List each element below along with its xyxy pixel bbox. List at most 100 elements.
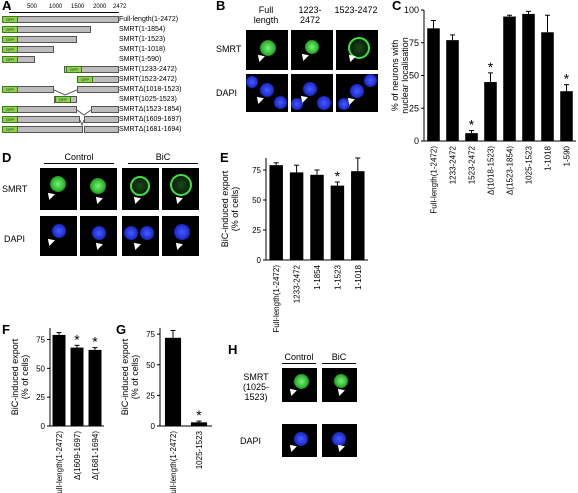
bar: [484, 82, 497, 141]
category-label: 1025-1523: [525, 145, 534, 184]
gfp-tag: GFP: [66, 66, 82, 73]
category-label: Δ(1609-1697): [73, 431, 82, 480]
construct-label: SMRT(1-590): [119, 56, 162, 63]
construct-label: SMRTΔ(1609-1697): [119, 116, 182, 123]
bar: [351, 171, 365, 260]
column-underline: [282, 363, 316, 364]
bar: [52, 334, 66, 426]
category-label: Δ(1523-1854): [506, 146, 515, 195]
category-label: 1-1018: [354, 264, 363, 289]
micrograph: [336, 74, 378, 112]
category-label: Δ(1681-1694): [91, 431, 100, 480]
micrograph: [291, 30, 333, 70]
construct-label: SMRT(1-1523): [119, 36, 166, 43]
arrowhead-icon: [287, 386, 297, 396]
micrograph: [322, 368, 357, 402]
cell: [130, 176, 150, 196]
micrograph: [322, 424, 357, 457]
row-label: DAPI: [4, 234, 26, 244]
micrograph: [336, 30, 378, 70]
category-label: Full-length(1-2472): [169, 431, 178, 493]
chart-c: 0 25 50 75 100 % of neurons withnuclear local…: [390, 5, 576, 214]
scale-tick-1500: 1500: [71, 4, 85, 10]
y-tick-label: 75: [409, 38, 419, 48]
chart-f: 0 25 50 75 BiC-induced export(% of cells) Ful…: [10, 328, 104, 493]
panel-d-label: D: [2, 150, 12, 165]
significance-star: *: [469, 117, 475, 133]
bar: [522, 13, 535, 141]
gfp-tag: GFP: [2, 26, 18, 33]
construct-bar: [84, 116, 119, 123]
scale-tick-2000: 2000: [93, 4, 107, 10]
scale-tick-1: 1: [8, 4, 12, 10]
y-axis-label: BiC-induced export(% of cells): [120, 338, 140, 415]
y-tick-label: 0: [151, 422, 156, 431]
bar: [164, 337, 182, 426]
chart-g: 0 25 50 75 BiC-induced export(% of cells) Ful…: [120, 328, 212, 493]
column-label: BiC: [331, 352, 347, 362]
nucleus: [291, 98, 303, 110]
bar: [503, 16, 516, 141]
cell: [334, 374, 348, 388]
nucleus: [92, 226, 106, 240]
bar: [88, 349, 102, 426]
bar: [310, 174, 324, 260]
column-label: BiC: [155, 152, 171, 162]
deletion-gap: [77, 109, 91, 116]
y-tick-label: 75: [146, 330, 155, 339]
bar: [427, 28, 440, 142]
category-label: 1025-1523: [195, 430, 204, 469]
scale-tick-1000: 1000: [49, 4, 63, 10]
column-label: Control: [284, 352, 314, 362]
nucleus: [174, 224, 190, 240]
construct-bar: [77, 86, 119, 93]
column-label: Control: [64, 152, 94, 162]
construct-label: SMRT(1523-2472): [119, 76, 177, 83]
nucleus: [140, 226, 154, 240]
y-axis-label: BiC-induced export(% of cells): [10, 338, 30, 415]
nucleus: [332, 432, 346, 446]
micrograph: [291, 74, 333, 112]
chart-e: 0 25 50 75 BiC-induced export(% of cells) Ful…: [220, 157, 368, 333]
deletion-gap: [54, 89, 77, 96]
nucleus: [294, 432, 308, 446]
bar: [269, 165, 283, 260]
column-underline: [322, 363, 356, 364]
nucleus: [52, 224, 66, 238]
category-label: 1-1018: [544, 145, 553, 170]
y-axis-label-line: (% of cells): [20, 355, 30, 400]
deletion-gap: [80, 119, 84, 126]
nucleus: [350, 84, 364, 98]
y-axis-label-line: % of neurons with: [390, 40, 400, 112]
significance-star: *: [92, 334, 98, 350]
construct-bar: [84, 126, 119, 133]
micrograph: [80, 216, 117, 256]
nucleus: [317, 96, 331, 110]
construct-label: SMRTΔ(1018-1523): [119, 86, 182, 93]
y-axis-label-line: nuclear localisation: [400, 37, 410, 114]
y-axis-label-line: BiC-induced export: [10, 338, 20, 415]
micrograph: [162, 168, 199, 210]
panel-f-label: F: [2, 322, 10, 337]
panel-g-label: G: [116, 322, 127, 337]
nucleus: [303, 82, 317, 96]
y-tick-label: 75: [36, 336, 45, 345]
cell: [305, 40, 319, 54]
cell: [348, 37, 370, 59]
nucleus: [274, 96, 287, 109]
significance-star: *: [74, 331, 80, 347]
y-tick-label: 50: [252, 196, 261, 205]
micrograph: [282, 424, 317, 457]
y-tick-label: 25: [409, 103, 419, 113]
cell: [170, 174, 192, 196]
y-axis-label-line: BiC-induced export: [220, 170, 230, 247]
y-tick-label: 50: [36, 364, 45, 373]
gfp-tag: GFP: [2, 46, 18, 53]
construct-bar: [9, 16, 119, 23]
category-label: 1-590: [563, 145, 572, 166]
significance-star: *: [488, 59, 494, 75]
bar: [465, 133, 478, 141]
micrograph: [246, 74, 288, 112]
micrograph: [246, 30, 288, 70]
cell: [260, 40, 276, 56]
